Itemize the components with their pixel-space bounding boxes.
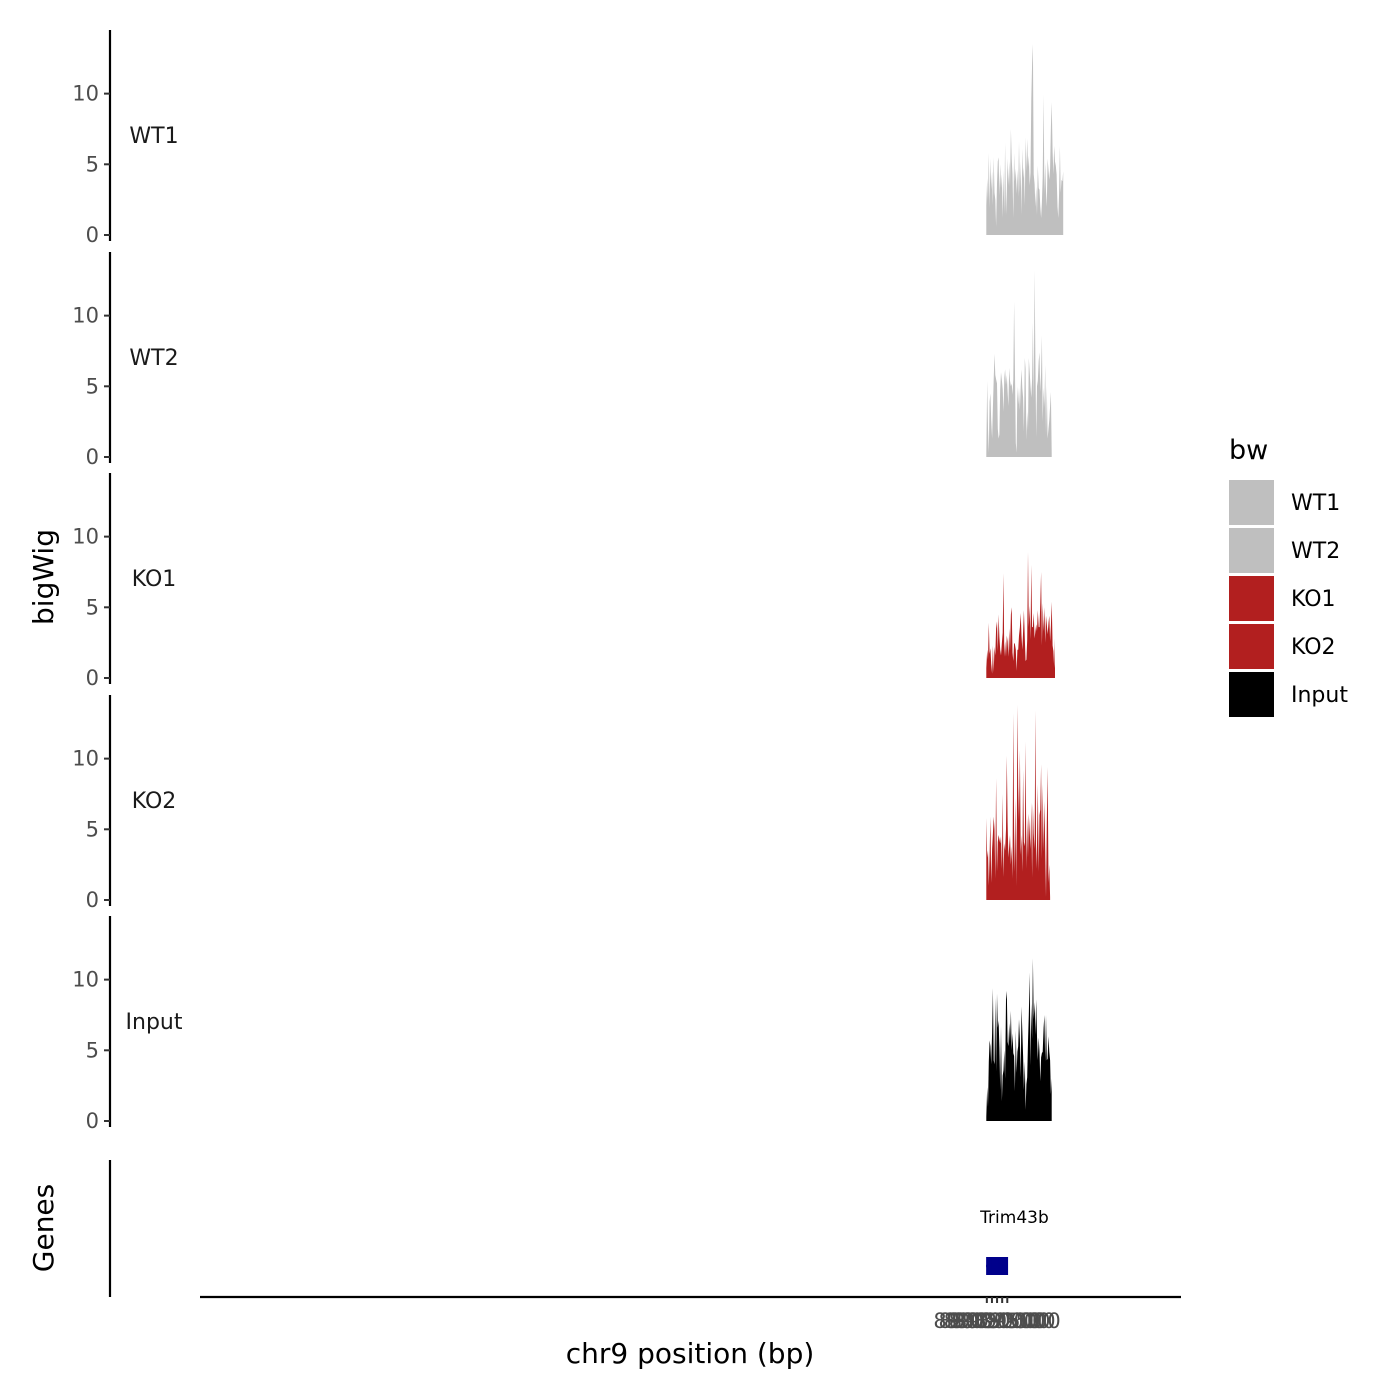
y-axis-title: bigWig xyxy=(27,529,60,625)
x-tick-label: 89090000 xyxy=(944,1309,1051,1333)
y-tick-label: 5 xyxy=(86,595,99,619)
track-label-input: Input xyxy=(126,1010,183,1035)
legend-label-input: Input xyxy=(1291,683,1348,708)
x-tick-label: 89085000 xyxy=(933,1309,1040,1333)
track-panel-wt1: 0 5 10 WT1 xyxy=(72,30,1064,247)
gene-exon xyxy=(986,1257,993,1275)
legend-swatch-ko1 xyxy=(1229,576,1274,621)
legend-swatch-wt2 xyxy=(1229,528,1274,573)
legend-swatch-ko2 xyxy=(1229,624,1274,669)
track-label-ko2: KO2 xyxy=(132,789,177,814)
area-ko1 xyxy=(986,552,1055,678)
legend-label-ko1: KO1 xyxy=(1291,587,1336,612)
legend-swatch-wt1 xyxy=(1229,480,1274,525)
area-input xyxy=(986,958,1052,1121)
legend-title: bw xyxy=(1229,435,1268,466)
track-label-wt2: WT2 xyxy=(129,346,178,371)
legend-label-ko2: KO2 xyxy=(1291,635,1336,660)
legend: bw WT1 WT2 KO1 KO2 Input xyxy=(1229,435,1348,717)
legend-swatch-input xyxy=(1229,672,1274,717)
track-panel-ko2: 0 5 10 KO2 xyxy=(72,695,1051,912)
x-tick-label: 89092500 xyxy=(949,1309,1056,1333)
y-tick-label: 10 xyxy=(72,525,99,549)
y-tick-label: 10 xyxy=(72,304,99,328)
legend-label-wt1: WT1 xyxy=(1291,491,1340,516)
genes-track: Trim43b xyxy=(108,1160,1049,1297)
area-wt2 xyxy=(986,270,1052,457)
y-tick-label: 5 xyxy=(86,817,99,841)
y-tick-label: 5 xyxy=(86,374,99,398)
track-panel-input: 0 5 10 Input xyxy=(72,916,1052,1133)
gene-exon xyxy=(1002,1257,1009,1275)
y-tick-label: 5 xyxy=(86,1038,99,1062)
y-tick-label: 0 xyxy=(86,445,99,469)
track-panel-wt2: 0 5 10 WT2 xyxy=(72,252,1052,469)
gene-label: Trim43b xyxy=(979,1208,1049,1228)
y-tick-label: 0 xyxy=(86,1109,99,1133)
track-panel-ko1: 0 5 10 KO1 xyxy=(72,473,1055,690)
y-tick-label: 10 xyxy=(72,747,99,771)
legend-label-wt2: WT2 xyxy=(1291,539,1340,564)
x-axis-title: chr9 position (bp) xyxy=(566,1337,815,1370)
y-tick-label: 0 xyxy=(86,666,99,690)
track-panels: 0 5 10 WT1 0 5 10 WT2 0 5 10 KO1 0 5 10 KO2 0 5 10 Input xyxy=(72,30,1064,1133)
area-ko2 xyxy=(986,704,1051,900)
y-tick-label: 10 xyxy=(72,968,99,992)
area-wt1 xyxy=(986,44,1064,235)
x-tick-label: 89087500 xyxy=(939,1309,1046,1333)
track-label-wt1: WT1 xyxy=(129,124,178,149)
y-tick-label: 0 xyxy=(86,223,99,247)
y-tick-label: 0 xyxy=(86,888,99,912)
x-tick-label: 89095000 xyxy=(954,1309,1061,1333)
track-label-ko1: KO1 xyxy=(132,567,177,592)
y-tick-label: 10 xyxy=(72,82,99,106)
y-tick-label: 5 xyxy=(86,152,99,176)
gene-exon xyxy=(991,1257,998,1275)
genes-axis-title: Genes xyxy=(27,1184,60,1272)
